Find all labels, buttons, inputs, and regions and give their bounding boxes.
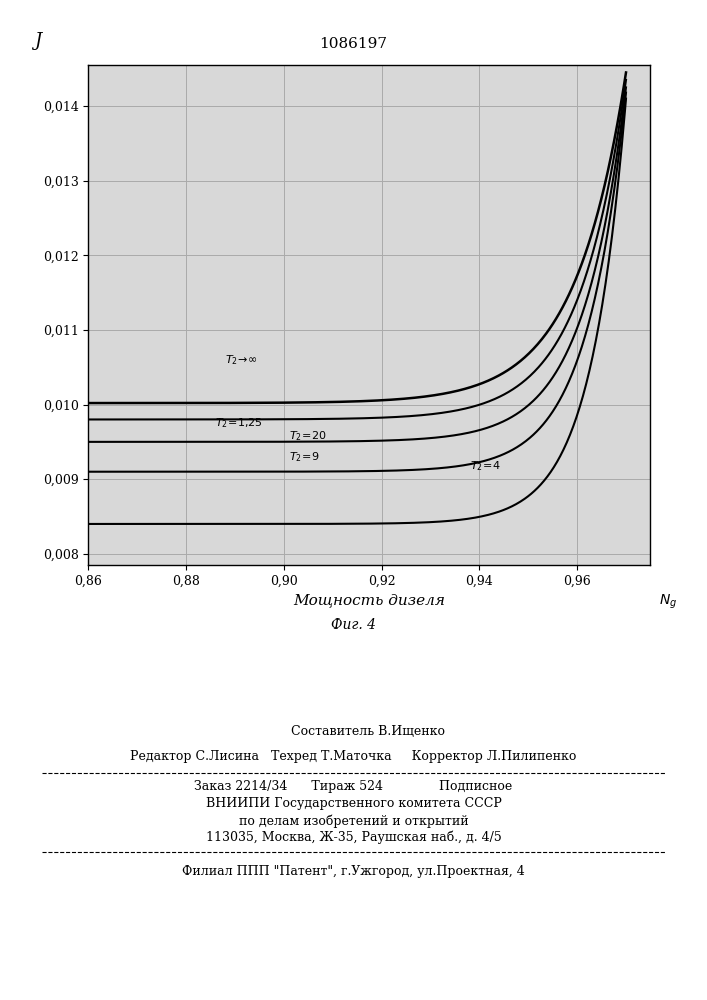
Text: Фиг. 4: Фиг. 4 bbox=[331, 618, 376, 632]
Text: $T_2\!=\!9$: $T_2\!=\!9$ bbox=[288, 450, 320, 464]
Text: $N_g$: $N_g$ bbox=[659, 592, 677, 611]
Text: Составитель В.Ищенко: Составитель В.Ищенко bbox=[291, 725, 445, 738]
Text: Редактор С.Лисина   Техред Т.Маточка     Корректор Л.Пилипенко: Редактор С.Лисина Техред Т.Маточка Корре… bbox=[130, 750, 577, 763]
Text: $T_2\!=\!4$: $T_2\!=\!4$ bbox=[469, 459, 500, 473]
Text: 113035, Москва, Ж-35, Раушская наб., д. 4/5: 113035, Москва, Ж-35, Раушская наб., д. … bbox=[206, 831, 501, 844]
Text: J: J bbox=[34, 32, 42, 50]
Text: по делам изобретений и открытий: по делам изобретений и открытий bbox=[239, 814, 468, 827]
X-axis label: Мощность дизеля: Мощность дизеля bbox=[293, 593, 445, 607]
Text: $T_2\!=\!20$: $T_2\!=\!20$ bbox=[288, 429, 326, 443]
Text: 1086197: 1086197 bbox=[320, 37, 387, 51]
Text: $T_2 \!\rightarrow\! \infty$: $T_2 \!\rightarrow\! \infty$ bbox=[226, 353, 257, 367]
Text: $T_2\!=\!1{,}25$: $T_2\!=\!1{,}25$ bbox=[216, 416, 263, 430]
Text: ВНИИПИ Государственного комитета СССР: ВНИИПИ Государственного комитета СССР bbox=[206, 797, 501, 810]
Text: Заказ 2214/34      Тираж 524              Подписное: Заказ 2214/34 Тираж 524 Подписное bbox=[194, 780, 513, 793]
Text: Филиал ППП "Патент", г.Ужгород, ул.Проектная, 4: Филиал ППП "Патент", г.Ужгород, ул.Проек… bbox=[182, 865, 525, 878]
